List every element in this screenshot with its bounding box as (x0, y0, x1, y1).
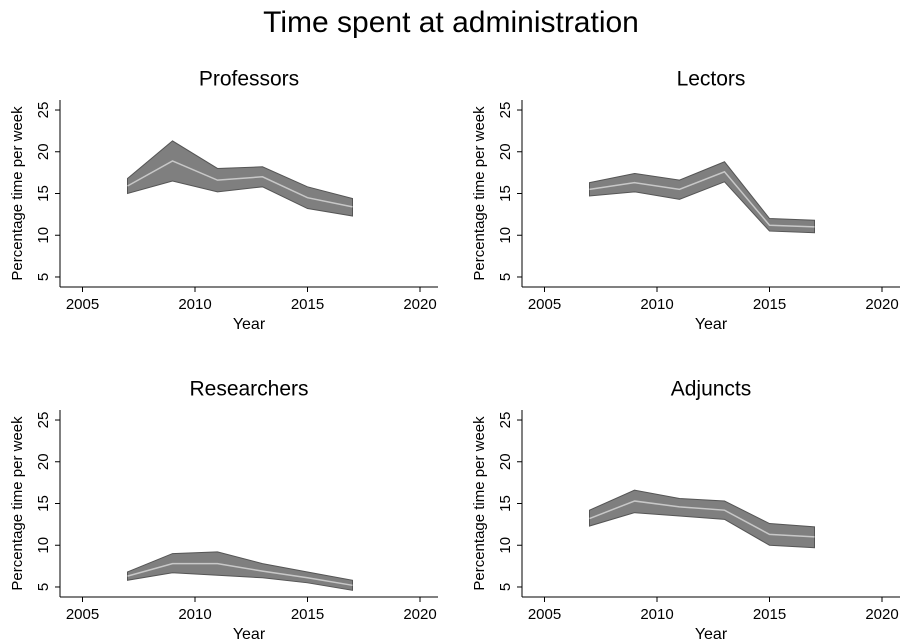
y-tick-label: 5 (35, 583, 52, 591)
y-axis-label: Percentage time per week (471, 416, 488, 591)
y-tick-label: 10 (35, 537, 52, 554)
panel-title: Lectors (677, 68, 746, 91)
y-axis-label: Percentage time per week (9, 106, 26, 281)
y-tick-label: 15 (35, 495, 52, 512)
x-tick-label: 2005 (528, 296, 561, 313)
y-tick-label: 15 (497, 185, 514, 202)
y-tick-label: 5 (497, 273, 514, 281)
x-tick-label: 2020 (865, 606, 898, 623)
y-tick-label: 20 (497, 453, 514, 470)
mean-line (127, 562, 353, 587)
x-tick-label: 2015 (753, 606, 786, 623)
x-tick-label: 2020 (865, 296, 898, 313)
y-tick-label: 15 (35, 185, 52, 202)
x-tick-label: 2005 (66, 606, 99, 623)
y-tick-label: 25 (35, 412, 52, 429)
x-tick-label: 2010 (178, 606, 211, 623)
figure-title: Time spent at administration (263, 6, 639, 39)
y-tick-label: 10 (497, 227, 514, 244)
y-tick-label: 5 (35, 273, 52, 281)
y-axis-label: Percentage time per week (9, 416, 26, 591)
mean-line (127, 160, 353, 208)
x-axis-label: Year (233, 316, 266, 333)
y-tick-label: 25 (497, 412, 514, 429)
x-tick-label: 2010 (640, 606, 673, 623)
y-axis-label: Percentage time per week (471, 106, 488, 281)
x-tick-label: 2005 (66, 296, 99, 313)
confidence-band (127, 551, 353, 591)
panel-title: Adjuncts (671, 378, 752, 401)
y-tick-label: 10 (35, 227, 52, 244)
y-tick-label: 25 (35, 102, 52, 119)
x-axis-label: Year (695, 316, 728, 333)
x-tick-label: 2015 (291, 606, 324, 623)
x-tick-label: 2020 (403, 296, 436, 313)
x-axis-label: Year (695, 626, 728, 642)
confidence-band (589, 489, 815, 549)
mean-line (589, 170, 815, 228)
y-tick-label: 25 (497, 102, 514, 119)
y-tick-label: 20 (35, 453, 52, 470)
panel-title: Researchers (189, 378, 308, 401)
x-tick-label: 2015 (753, 296, 786, 313)
x-axis-label: Year (233, 626, 266, 642)
mean-line (589, 500, 815, 538)
y-tick-label: 20 (497, 143, 514, 160)
x-tick-label: 2010 (640, 296, 673, 313)
x-tick-label: 2005 (528, 606, 561, 623)
x-tick-label: 2010 (178, 296, 211, 313)
confidence-band (589, 161, 815, 234)
panel-title: Professors (199, 68, 299, 91)
x-tick-label: 2020 (403, 606, 436, 623)
x-tick-label: 2015 (291, 296, 324, 313)
y-tick-label: 20 (35, 143, 52, 160)
y-tick-label: 15 (497, 495, 514, 512)
y-tick-label: 10 (497, 537, 514, 554)
y-tick-label: 5 (497, 583, 514, 591)
